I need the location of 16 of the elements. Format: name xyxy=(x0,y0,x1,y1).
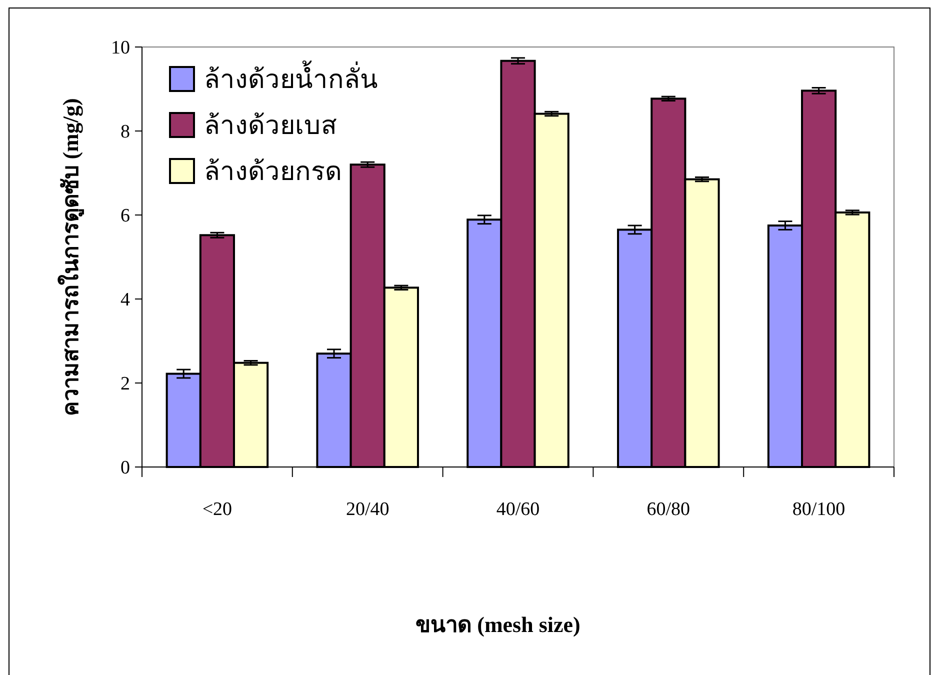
y-axis-title: ความสามารถในการดูดซับ (mg/g) xyxy=(57,98,85,416)
legend-label: ล้างด้วยน้ำกลั่น xyxy=(204,60,378,94)
legend-label: ล้างด้วยกรด xyxy=(204,157,342,186)
legend-label: ล้างด้วยเบส xyxy=(204,111,337,140)
y-tick-label: 2 xyxy=(120,374,130,395)
y-tick-label: 6 xyxy=(120,206,130,227)
x-tick-label: 80/100 xyxy=(792,499,846,520)
x-tick-label: 20/40 xyxy=(346,499,390,520)
x-axis-title: ขนาด (mesh size) xyxy=(416,612,580,637)
y-tick-label: 8 xyxy=(120,122,130,143)
x-tick-label: <20 xyxy=(202,499,232,520)
y-tick-label: 4 xyxy=(120,290,130,311)
x-tick-label: 60/80 xyxy=(646,499,690,520)
y-tick-label: 0 xyxy=(120,458,130,479)
y-tick-label: 10 xyxy=(111,38,130,59)
x-tick-label: 40/60 xyxy=(496,499,540,520)
